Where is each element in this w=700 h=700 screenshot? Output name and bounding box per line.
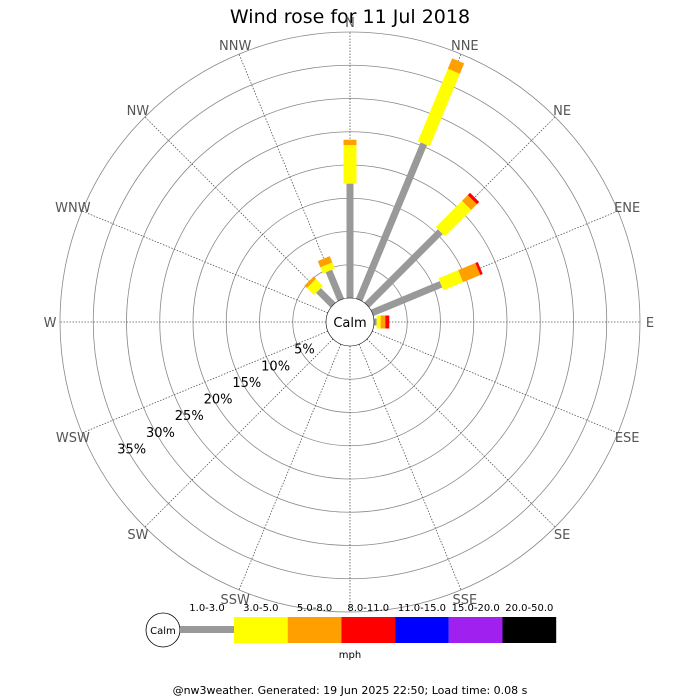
bar-segment-nw-0 (315, 287, 336, 308)
bar-segment-nnw-2 (317, 256, 333, 268)
bar-segment-e-3 (385, 315, 390, 329)
bar-segment-ene-1 (438, 270, 464, 291)
bar-segment-n-2 (343, 139, 357, 146)
bar-segment-e-1 (376, 315, 381, 329)
bar-segment-nne-1 (417, 68, 460, 147)
bar-segment-e-2 (380, 315, 386, 329)
direction-label-se: SE (554, 528, 570, 543)
direction-labels: NNNENEENEEESESESSESSSWSWWSWWWNWNWNNW (44, 16, 655, 631)
bar-segment-n-0 (346, 183, 354, 298)
bar-nnw (317, 256, 345, 302)
legend-swatch-2 (287, 617, 342, 643)
direction-label-ne: NE (553, 104, 571, 119)
legend-swatch-4 (395, 617, 449, 643)
chart-title: Wind rose for 11 Jul 2018 (230, 6, 470, 28)
legend-bin-label-2: 5.0-8.0 (297, 603, 332, 614)
spoke-ene (372, 210, 619, 314)
spoke-wsw (81, 330, 328, 434)
grid-ring-outer (59, 31, 641, 613)
direction-label-wsw: WSW (56, 431, 90, 446)
bar-segment-nnw-1 (320, 262, 335, 274)
ring-label: 35% (117, 442, 146, 457)
bar-segment-ene-2 (458, 263, 481, 283)
bar-segment-e-0 (374, 318, 377, 326)
direction-label-nnw: NNW (219, 39, 251, 54)
spoke-wnw (81, 210, 328, 314)
footer-text: @nw3weather. Generated: 19 Jun 2025 22:5… (173, 684, 528, 697)
direction-label-wnw: WNW (55, 201, 91, 216)
bar-segment-ne-3 (467, 192, 480, 205)
bar-ene (370, 262, 483, 317)
bar-segment-nne-0 (355, 142, 428, 302)
direction-label-nne: NNE (451, 39, 479, 54)
ring-label: 25% (175, 409, 204, 424)
legend-swatch-3 (341, 617, 396, 643)
legend-bin-label-4: 11.0-15.0 (398, 603, 446, 614)
ring-label: 30% (146, 426, 175, 441)
grid-ring (92, 64, 608, 580)
bar-segment-ne-2 (462, 195, 477, 210)
bar-segment-nne-2 (447, 58, 465, 74)
direction-label-sw: SW (127, 528, 148, 543)
legend-swatch-5 (448, 617, 503, 643)
spoke-nw (144, 116, 334, 306)
direction-label-ese: ESE (615, 431, 640, 446)
direction-label-ssw: SSW (221, 593, 251, 608)
spoke-nnw (238, 53, 342, 300)
bar-segment-ene-0 (370, 281, 443, 317)
legend-bin-label-5: 15.0-20.0 (452, 603, 500, 614)
bar-segment-ne-0 (364, 229, 443, 308)
spoke-se (366, 338, 556, 528)
ring-label: 20% (204, 393, 233, 408)
bar-segment-nnw-0 (325, 269, 345, 302)
bar-segment-ene-3 (475, 262, 483, 276)
direction-label-sse: SSE (452, 593, 477, 608)
legend-unit: mph (339, 650, 361, 661)
legend-bins: 1.0-3.0 3.0-5.0 5.0-8.0 8.0-11.0 11.0-15.0 15… (180, 603, 557, 643)
legend-bin-label-6: 20.0-50.0 (505, 603, 553, 614)
direction-label-n: N (345, 16, 355, 31)
spoke-ssw (238, 344, 342, 591)
legend-swatch-0 (180, 626, 234, 633)
direction-label-nw: NW (127, 104, 150, 119)
bar-n (343, 139, 357, 298)
legend: Calm 1.0-3.0 3.0-5.0 5.0-8.0 8.0-11.0 11.0-1… (145, 603, 557, 661)
bar-segment-nw-2 (304, 276, 316, 288)
bar-segment-n-1 (343, 145, 357, 184)
legend-calm-label: Calm (150, 626, 176, 637)
ring-label: 10% (261, 359, 290, 374)
bar-e (374, 315, 390, 329)
bar-nw (304, 276, 336, 308)
ring-label: 15% (232, 376, 261, 391)
bar-nne (355, 58, 465, 302)
spoke-sse (358, 344, 462, 591)
calm-circle (325, 297, 375, 347)
ring-label: 5% (294, 343, 315, 358)
spoke-ese (372, 330, 619, 434)
spoke-sw (144, 338, 334, 528)
bars (304, 58, 483, 329)
legend-bin-label-3: 8.0-11.0 (347, 603, 389, 614)
direction-label-e: E (646, 316, 654, 331)
calm-label: Calm (333, 316, 366, 331)
calm-group: Calm (325, 297, 375, 347)
legend-bin-label-1: 3.0-5.0 (243, 603, 278, 614)
bar-segment-nw-1 (306, 278, 324, 296)
bar-ne (364, 192, 480, 308)
legend-swatch-1 (234, 617, 288, 643)
bar-segment-ne-1 (435, 200, 472, 237)
legend-bin-label-0: 1.0-3.0 (189, 603, 224, 614)
direction-label-ene: ENE (614, 201, 640, 216)
ring-labels: 5% 10%15% 20%25%30%35% (117, 343, 315, 458)
legend-swatch-6 (502, 617, 557, 643)
direction-label-w: W (44, 316, 57, 331)
